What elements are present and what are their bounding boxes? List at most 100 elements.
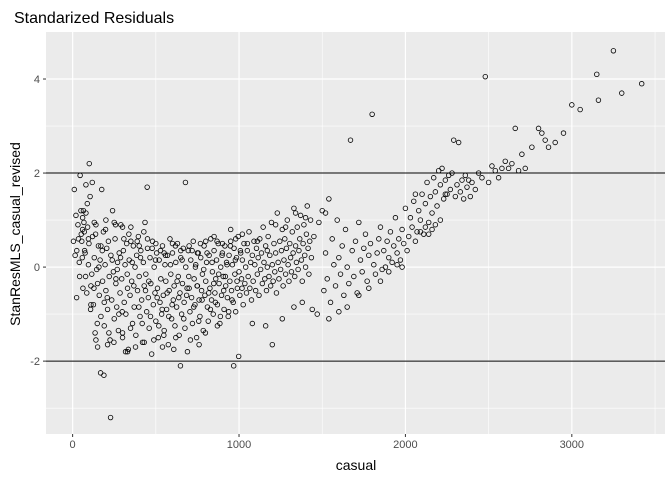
data-point (552, 139, 558, 146)
data-point (482, 73, 488, 80)
data-point (337, 271, 344, 277)
data-point (169, 240, 176, 247)
data-point (399, 264, 405, 270)
data-point (275, 259, 281, 266)
data-point (145, 294, 152, 301)
data-point (369, 111, 375, 117)
data-point (71, 186, 77, 193)
data-point (79, 215, 86, 221)
data-point (212, 290, 218, 296)
data-point (224, 262, 230, 268)
data-point (292, 210, 299, 216)
data-point (96, 292, 102, 298)
data-point (366, 285, 372, 291)
data-point (73, 294, 80, 301)
data-point (302, 252, 308, 259)
data-point (357, 257, 364, 263)
data-point (499, 165, 505, 172)
data-point (81, 247, 88, 254)
data-point (94, 344, 101, 350)
data-point (153, 240, 159, 247)
data-point (237, 247, 244, 254)
data-point (457, 189, 464, 195)
data-point (289, 229, 295, 235)
data-point (342, 226, 349, 233)
data-point (288, 269, 295, 275)
data-point (91, 285, 97, 291)
data-point (314, 311, 320, 317)
y-tick-label: 4 (34, 74, 40, 86)
data-point (194, 250, 201, 256)
data-point (76, 273, 83, 280)
data-point (184, 349, 191, 355)
data-point (214, 238, 220, 244)
data-point (341, 292, 347, 298)
data-point (155, 334, 162, 341)
data-point (236, 269, 242, 275)
data-point (431, 175, 437, 181)
data-point (399, 226, 405, 233)
data-point (449, 170, 455, 176)
data-point (205, 318, 211, 324)
data-point (119, 276, 125, 282)
data-point (227, 243, 234, 249)
data-point (296, 247, 302, 254)
data-point (178, 311, 185, 317)
data-point (437, 182, 444, 188)
data-point (199, 297, 205, 303)
data-point (78, 231, 84, 237)
data-point (251, 238, 257, 244)
data-point (262, 243, 269, 249)
data-point (149, 245, 155, 251)
data-point (161, 332, 167, 338)
data-point (84, 200, 90, 207)
data-point (267, 252, 273, 259)
data-point (254, 271, 261, 277)
data-point (133, 332, 139, 338)
data-point (141, 229, 147, 235)
data-point (472, 186, 479, 193)
data-point (126, 231, 132, 237)
data-point (489, 163, 495, 169)
data-point (237, 292, 243, 298)
data-point (331, 262, 337, 268)
data-point (387, 229, 394, 235)
data-point (228, 287, 235, 294)
data-point (120, 247, 127, 254)
data-point (88, 302, 94, 308)
data-point (455, 139, 462, 146)
data-point (272, 222, 279, 228)
data-point (303, 231, 310, 237)
data-point (344, 304, 350, 310)
data-point (75, 222, 81, 228)
data-point (377, 224, 384, 230)
data-point (143, 309, 150, 315)
data-point (304, 203, 310, 209)
data-point (182, 179, 189, 186)
data-point (422, 200, 429, 207)
data-point (610, 48, 617, 54)
data-point (394, 250, 400, 256)
data-point (219, 252, 225, 259)
data-point (151, 337, 157, 343)
reference-lines (46, 172, 665, 362)
data-point (464, 184, 470, 190)
data-point (229, 297, 235, 303)
data-point (267, 283, 274, 289)
data-point (96, 264, 102, 270)
data-point (247, 259, 254, 266)
data-point (232, 257, 239, 263)
data-point (462, 172, 469, 179)
data-point (253, 245, 260, 251)
x-tick-label: 2000 (393, 439, 417, 451)
data-point (639, 81, 645, 87)
data-point (285, 262, 291, 268)
data-point (232, 236, 239, 242)
data-point (356, 292, 362, 298)
data-point (108, 252, 114, 259)
data-point (569, 102, 575, 108)
data-point (450, 137, 457, 143)
data-point (119, 330, 126, 336)
data-point (141, 283, 147, 289)
data-point (254, 238, 261, 244)
